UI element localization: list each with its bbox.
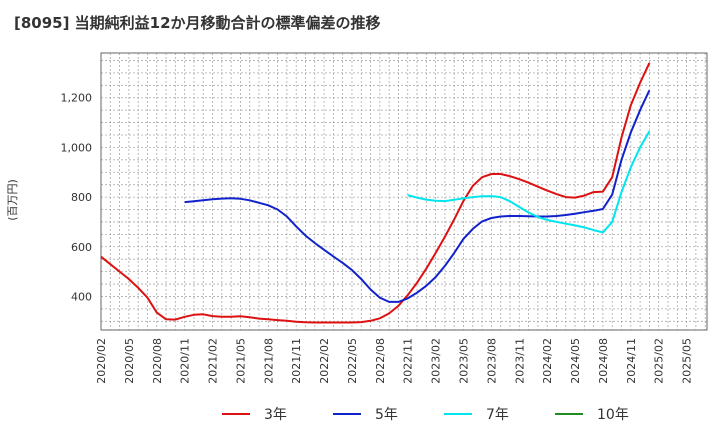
chart-title: [8095] 当期純利益12か月移動合計の標準偏差の推移 [14, 14, 381, 32]
x-tick-label: 2023/08 [485, 338, 498, 384]
x-tick-label: 2020/05 [123, 338, 136, 384]
y-tick-label: 800 [71, 191, 92, 204]
x-tick-label: 2023/05 [458, 338, 471, 384]
x-tick-label: 2021/11 [290, 338, 303, 384]
x-tick-label: 2023/11 [513, 338, 526, 384]
y-axis-label: (百万円) [6, 179, 19, 221]
legend-label: 10年 [597, 407, 629, 423]
series-line-0 [100, 62, 651, 324]
series-line-1 [184, 89, 651, 303]
plot-area-frame [100, 52, 708, 331]
x-tick-label: 2020/08 [151, 338, 164, 384]
y-tick-label: 400 [71, 290, 92, 303]
y-axis-ticks: 400 600 800 1,000 1,200 [61, 92, 93, 304]
x-tick-label: 2024/08 [597, 338, 610, 384]
y-tick-label: 600 [71, 241, 92, 254]
x-tick-label: 2020/02 [95, 338, 108, 384]
legend-label: 5年 [375, 407, 398, 423]
x-tick-label: 2025/02 [653, 338, 666, 384]
x-axis-ticks: 2020/02 2020/05 2020/08 2020/11 2021/02 2021/… [95, 338, 694, 384]
x-tick-label: 2021/08 [262, 338, 275, 384]
x-tick-label: 2022/02 [318, 338, 331, 384]
x-tick-label: 2025/05 [681, 338, 694, 384]
x-tick-label: 2024/05 [569, 338, 582, 384]
x-tick-label: 2024/11 [625, 338, 638, 384]
x-tick-label: 2022/08 [374, 338, 387, 384]
series-line-2 [407, 130, 651, 234]
legend-label: 7年 [486, 407, 509, 423]
x-tick-label: 2022/11 [402, 338, 415, 384]
y-tick-label: 1,000 [61, 141, 93, 154]
x-tick-label: 2022/05 [346, 338, 359, 384]
x-tick-label: 2021/05 [234, 338, 247, 384]
series-lines [100, 62, 651, 324]
x-tick-label: 2021/02 [207, 338, 220, 384]
y-tick-label: 1,200 [61, 92, 93, 105]
grid [100, 53, 707, 330]
legend: 3年 5年 7年 10年 [222, 407, 629, 423]
x-tick-label: 2020/11 [179, 338, 192, 384]
legend-label: 3年 [264, 407, 287, 423]
x-tick-label: 2024/02 [541, 338, 554, 384]
x-tick-label: 2023/02 [430, 338, 443, 384]
